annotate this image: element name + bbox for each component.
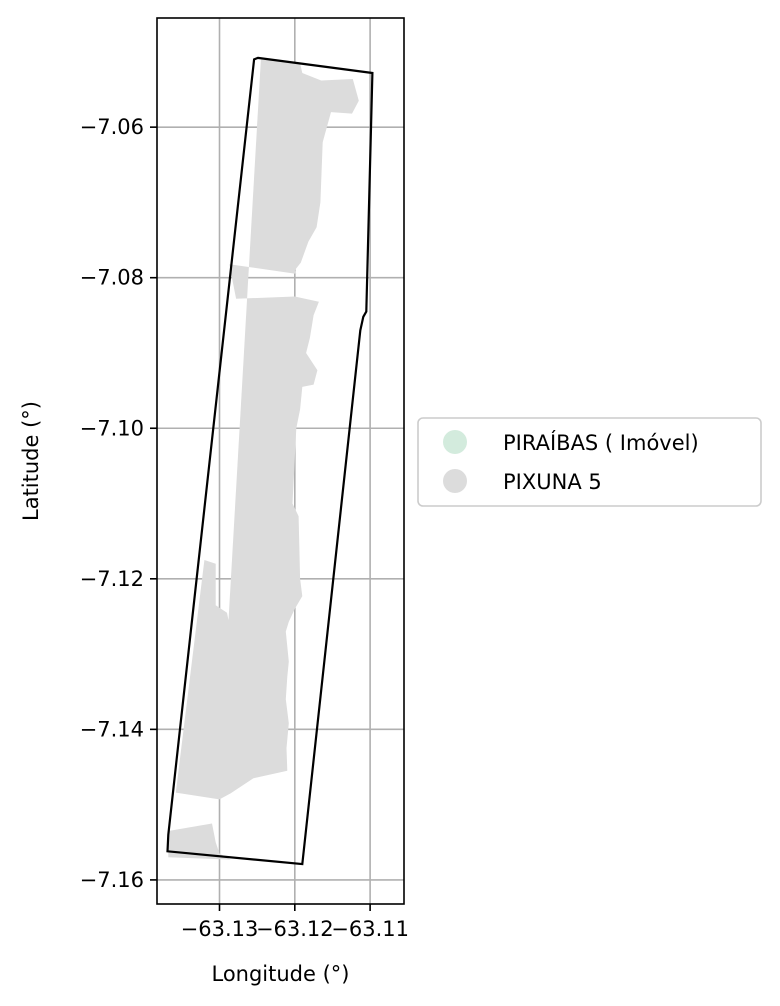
y-tick-label: −7.12 bbox=[80, 567, 144, 591]
y-tick-label: −7.16 bbox=[80, 868, 144, 892]
legend-marker-piraibas bbox=[443, 430, 467, 454]
pixuna-5-area bbox=[175, 59, 359, 800]
y-tick-label: −7.08 bbox=[80, 266, 144, 290]
legend-box bbox=[417, 417, 762, 507]
legend-label-piraibas: PIRAÍBAS ( Imóvel) bbox=[503, 430, 699, 455]
legend-marker-pixuna-5 bbox=[443, 469, 467, 493]
legend: PIRAÍBAS ( Imóvel) PIXUNA 5 bbox=[417, 417, 762, 507]
y-axis-title: Latitude (°) bbox=[19, 401, 43, 521]
x-tick-label: −63.13 bbox=[181, 917, 259, 941]
legend-label-pixuna-5: PIXUNA 5 bbox=[503, 470, 602, 494]
y-tick-label: −7.14 bbox=[80, 717, 144, 741]
y-axis: −7.06 −7.08 −7.10 −7.12 −7.14 −7.16 bbox=[80, 115, 157, 892]
x-axis: −63.13−63.12−63.11 bbox=[181, 904, 409, 941]
x-tick-label: −63.12 bbox=[256, 917, 334, 941]
y-tick-label: −7.10 bbox=[80, 416, 144, 440]
y-tick-label: −7.06 bbox=[80, 115, 144, 139]
x-tick-label: −63.11 bbox=[331, 917, 409, 941]
pixuna-5-south-area bbox=[168, 823, 231, 860]
boundary-outline bbox=[166, 56, 374, 866]
x-axis-title: Longitude (°) bbox=[211, 962, 349, 986]
plot-frame bbox=[156, 17, 405, 905]
plot-area bbox=[156, 17, 405, 905]
